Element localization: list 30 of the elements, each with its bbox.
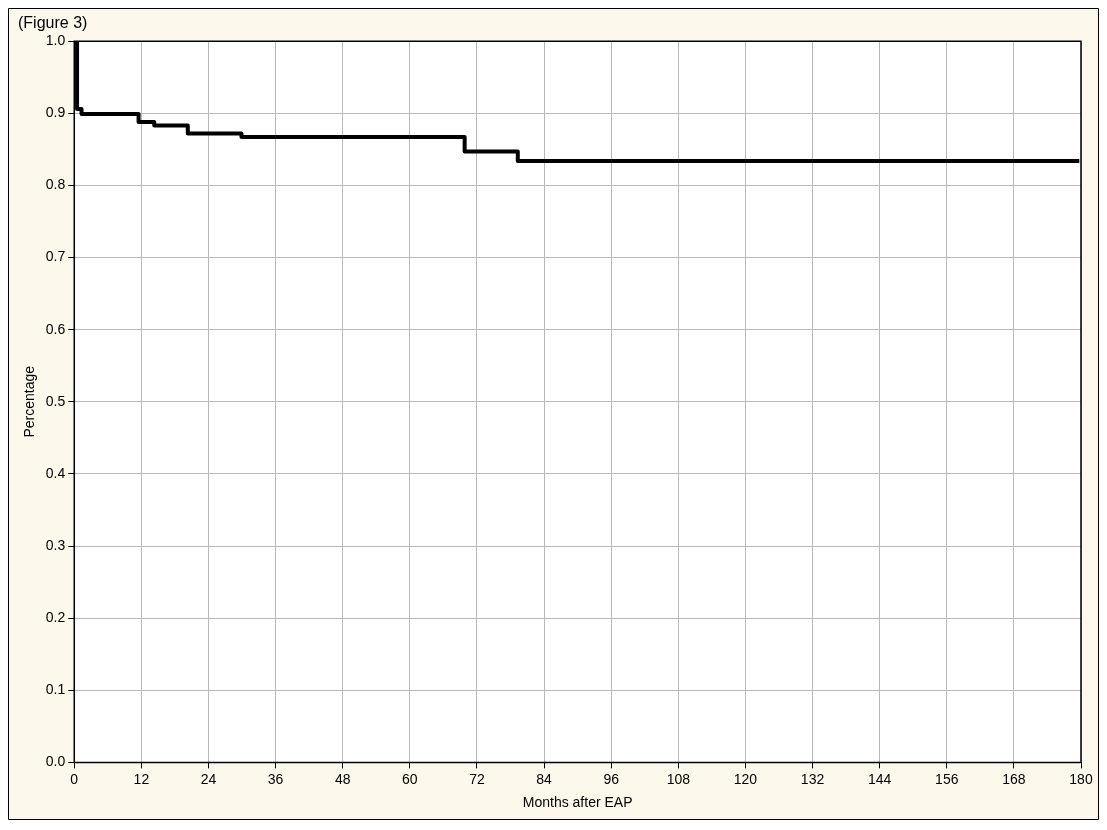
- y-tick-label: 1.0: [45, 32, 66, 49]
- x-tick-label: 156: [935, 770, 959, 787]
- y-tick-label: 0.0: [45, 753, 66, 770]
- x-tick-label: 108: [666, 770, 691, 787]
- y-tick-label: 0.1: [45, 681, 66, 698]
- x-tick-label: 168: [1002, 770, 1026, 787]
- x-tick-label: 84: [536, 770, 553, 787]
- x-tick-label: 120: [733, 770, 758, 787]
- y-tick-label: 0.6: [45, 320, 66, 337]
- y-tick-label: 0.9: [45, 104, 66, 121]
- x-axis-title: Months after EAP: [522, 794, 633, 811]
- x-tick-label: 12: [133, 770, 150, 787]
- chart-title: (Figure 3): [18, 14, 88, 32]
- y-tick-label: 0.2: [45, 609, 66, 626]
- x-tick-label: 60: [402, 770, 418, 787]
- y-tick-label: 0.4: [45, 464, 66, 481]
- y-tick-label: 0.8: [45, 176, 66, 193]
- x-tick-label: 180: [1069, 770, 1093, 787]
- x-tick-label: 36: [267, 770, 284, 787]
- x-tick-label: 144: [867, 770, 892, 787]
- y-axis-title: Percentage: [21, 365, 38, 438]
- y-tick-label: 0.3: [45, 536, 66, 553]
- x-tick-label: 132: [800, 770, 825, 787]
- x-tick-label: 24: [200, 770, 217, 787]
- y-tick-label: 0.5: [45, 392, 66, 409]
- x-tick-label: 72: [469, 770, 485, 787]
- y-tick-label: 0.7: [45, 248, 66, 265]
- x-tick-label: 96: [603, 770, 620, 787]
- x-tick-label: 0: [70, 770, 79, 787]
- x-tick-label: 48: [334, 770, 351, 787]
